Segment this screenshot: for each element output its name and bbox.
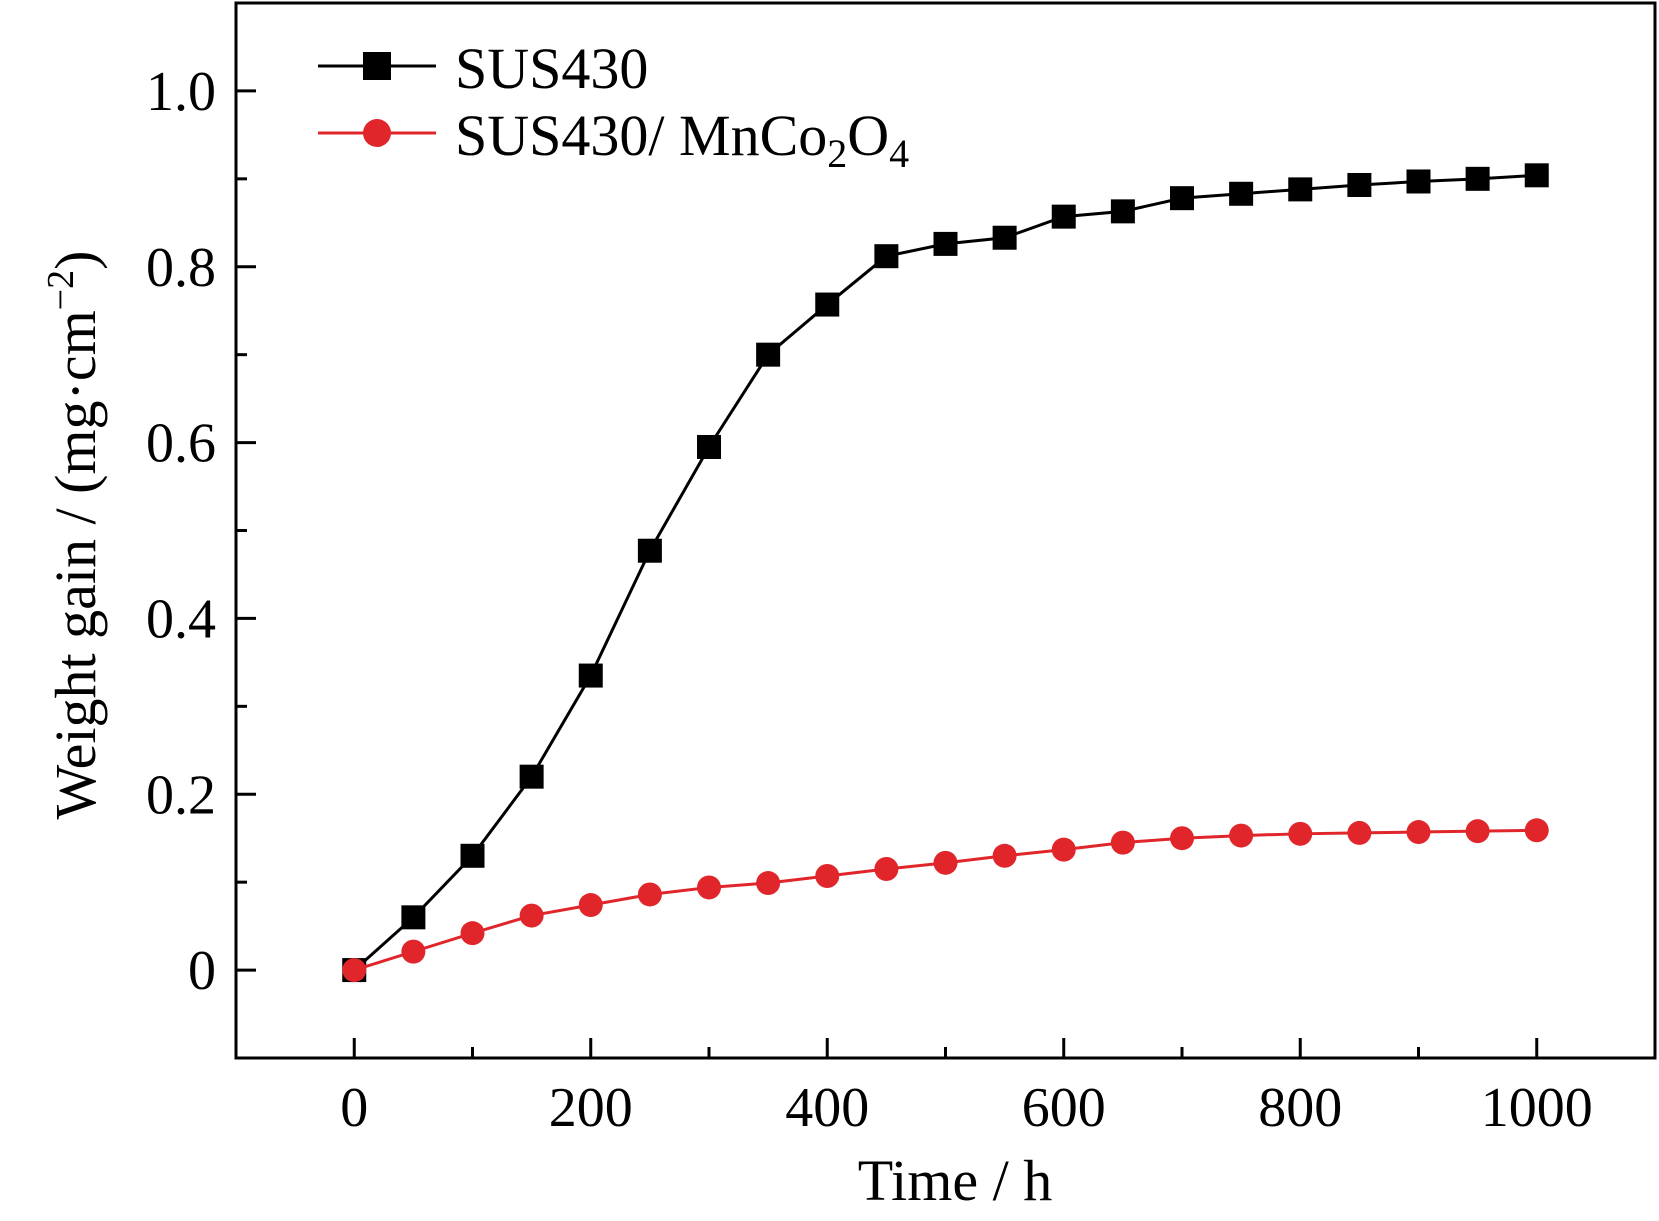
data-point [992,843,1017,868]
y-tick-labels: 0 0.2 0.4 0.6 0.8 1.0 [146,61,216,1002]
legend: SUS430 SUS430/ MnCo2O4 [318,36,909,176]
y-tick-label: 0.2 [146,764,216,826]
legend-marker-sus430 [363,52,391,80]
data-point [756,342,781,367]
y-axis-title-main: Weight gain / (mg·cm [43,310,108,819]
x-tick-label: 200 [549,1077,633,1139]
x-tick-label: 600 [1022,1077,1106,1139]
data-point [1288,821,1313,846]
series-layer [342,163,1549,983]
data-point [933,850,958,875]
x-tick-label: 1000 [1481,1077,1593,1139]
y-tick-label: 1.0 [146,61,216,123]
data-point [1110,199,1135,224]
y-tick-label: 0 [188,940,216,1002]
legend-item-sus430-mnco2o4: SUS430/ MnCo2O4 [318,103,909,176]
y-axis-title: Weight gain / (mg·cm−2) [40,251,108,820]
y-tick-label: 0.6 [146,413,216,475]
y-axis-title-superscript: −2 [40,270,82,310]
data-point [1347,820,1372,845]
data-point [1051,837,1076,862]
legend-label-mid: O [847,103,889,168]
data-point [756,871,781,896]
data-point [519,764,544,789]
data-point [1051,204,1076,229]
data-point [1465,166,1490,191]
x-tick-label: 0 [340,1077,368,1139]
x-tick-labels: 0 200 400 600 800 1000 [340,1077,1593,1139]
data-point [1524,818,1549,843]
y-tick-label: 0.4 [146,588,216,650]
plot-frame [234,1,1657,1060]
legend-label-sus430: SUS430 [455,36,648,101]
y-tick-label: 0.8 [146,237,216,299]
legend-label-sub2: 4 [889,131,909,176]
data-point [401,939,426,964]
data-point [637,538,662,563]
data-point [1170,826,1194,851]
legend-label-main: SUS430/ MnCo [455,103,827,168]
axis-ticks [236,89,1539,1058]
data-point [578,663,603,688]
data-point [1406,169,1431,194]
data-point [1229,823,1254,848]
legend-label-sub1: 2 [827,131,847,176]
data-point [1288,177,1313,202]
legend-marker-sus430-mnco2o4 [363,119,391,147]
x-axis-title: Time / h [858,1148,1052,1213]
data-point [815,864,840,889]
legend-label-sus430-mnco2o4: SUS430/ MnCo2O4 [455,103,909,176]
y-axis-title-close: ) [43,251,108,270]
data-point [460,921,485,946]
x-tick-label: 400 [785,1077,869,1139]
data-point [1347,172,1372,197]
legend-item-sus430: SUS430 [318,36,648,101]
data-point [933,231,958,256]
data-point [401,905,426,930]
x-tick-label: 800 [1258,1077,1342,1139]
data-point [1406,820,1431,845]
data-point [874,856,899,881]
data-point [460,843,485,868]
data-point [1229,181,1254,206]
data-point [1465,819,1490,844]
data-point [697,875,721,900]
data-point [815,292,840,317]
data-point [1170,186,1194,211]
data-point [578,893,603,918]
series-1 [342,818,1549,983]
data-point [1110,830,1135,855]
data-point [519,903,544,928]
data-point [697,434,721,459]
data-point [637,882,662,907]
data-point [874,244,899,269]
data-point [1524,163,1549,188]
data-point [992,225,1017,250]
data-point [342,958,367,983]
